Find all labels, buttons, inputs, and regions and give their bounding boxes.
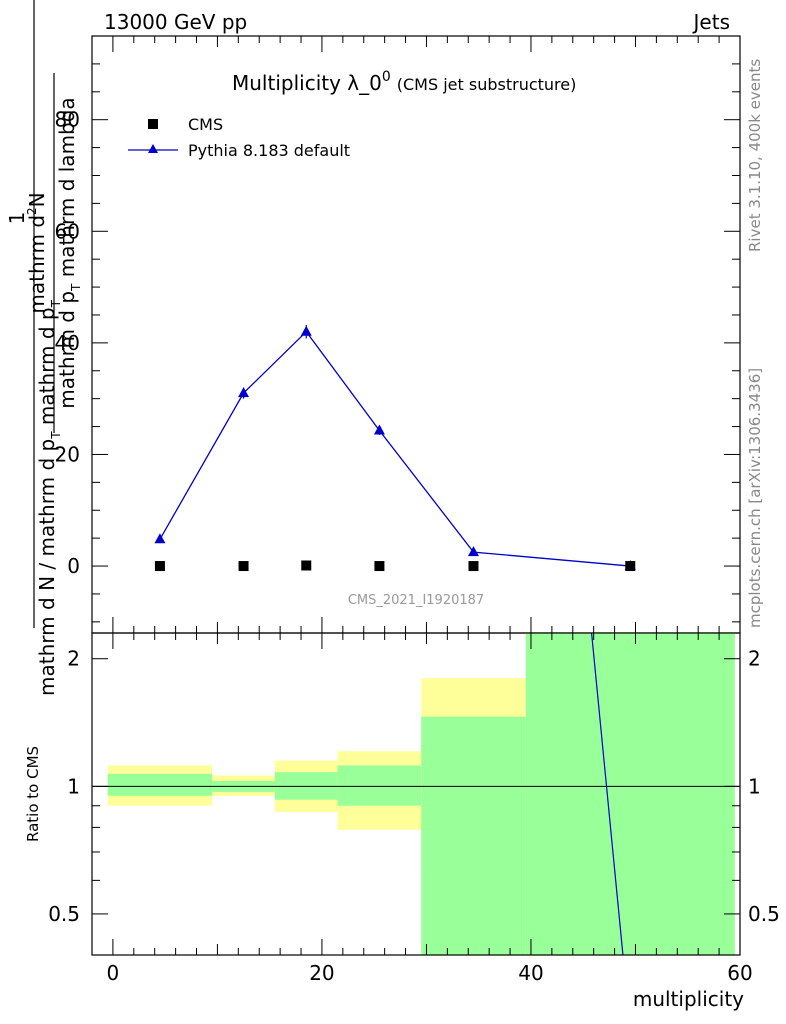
- ratio-y-tick-label-right: 2: [748, 647, 761, 671]
- y-tick-label: 40: [55, 331, 80, 355]
- cms-point: [468, 561, 479, 572]
- ratio-y-tick-label-right: 1: [748, 774, 761, 798]
- ratio-stat-band: [525, 633, 735, 955]
- cms-point: [238, 561, 249, 572]
- title-subtitle: (CMS jet substructure): [397, 75, 577, 94]
- main-y-tick-labels: 0 20 40 60 80: [55, 108, 80, 578]
- header-energy: 13000 GeV pp: [104, 10, 247, 34]
- ratio-ticks: [92, 633, 741, 956]
- title-superscript: 0: [382, 69, 391, 85]
- ratio-y-tick-label-left: 2: [67, 647, 80, 671]
- pythia-point: [154, 533, 166, 544]
- ylabel-numerator: mathrm d2N: [25, 192, 49, 313]
- cms-points: [154, 560, 636, 572]
- ylabel-prefix-denominator: mathrm d N / mathrm d pT mathrm d pT: [35, 299, 63, 696]
- ratio-stat-band: [421, 716, 526, 955]
- cms-point: [374, 561, 385, 572]
- ratio-y-axis-label: Ratio to CMS: [24, 746, 42, 842]
- pythia-points: [154, 325, 636, 571]
- cms-point: [301, 560, 312, 571]
- legend-marker-pythia: [148, 144, 158, 153]
- legend-label-pythia: Pythia 8.183 default: [188, 141, 350, 160]
- pythia-line: [159, 330, 631, 567]
- y-tick-label: 20: [55, 442, 80, 466]
- main-y-axis-label: mathrm d2N mathrm d pT mathrm d lambda 1…: [5, 0, 83, 696]
- y-tick-label: 80: [55, 108, 80, 132]
- x-tick-label: 0: [107, 961, 120, 985]
- cms-point: [154, 561, 165, 572]
- ratio-bands: [107, 633, 735, 955]
- ratio-mc-line: [590, 632, 624, 956]
- mcplots-label: mcplots.cern.ch [arXiv:1306.3436]: [746, 368, 764, 628]
- legend-marker-cms: [148, 119, 158, 129]
- ratio-y-tick-label-left: 0.5: [48, 902, 80, 926]
- pythia-series: [159, 330, 631, 567]
- ylabel-prefix-numerator: 1: [5, 212, 29, 225]
- y-tick-label: 0: [67, 554, 80, 578]
- pythia-point: [238, 387, 250, 398]
- y-tick-label: 60: [55, 219, 80, 243]
- main-ticks: [92, 36, 741, 633]
- pythia-point: [300, 325, 312, 336]
- ratio-stat-band: [337, 765, 422, 806]
- x-tick-labels: 0 20 40 60: [107, 961, 753, 985]
- ratio-stat-band: [107, 773, 213, 796]
- title-main: Multiplicity λ_0: [232, 71, 382, 95]
- legend: CMS Pythia 8.183 default: [128, 115, 350, 160]
- chart-title: Multiplicity λ_00 (CMS jet substructure): [232, 69, 576, 95]
- x-axis-label: multiplicity: [633, 987, 744, 1011]
- ratio-y-tick-labels: 0.5 0.5 1 1 2 2: [48, 647, 780, 926]
- cms-point: [625, 561, 636, 572]
- rivet-label: Rivet 3.1.10, 400k events: [746, 59, 764, 252]
- x-tick-label: 60: [727, 961, 752, 985]
- pythia-point: [373, 424, 385, 435]
- ratio-frame: [91, 632, 741, 956]
- ylabel-denominator: mathrm d pT mathrm d lambda: [55, 97, 83, 408]
- ratio-y-tick-label-left: 1: [67, 774, 80, 798]
- legend-label-cms: CMS: [188, 115, 223, 134]
- pythia-point: [467, 546, 479, 557]
- x-tick-label: 20: [309, 961, 334, 985]
- ratio-y-tick-label-right: 0.5: [748, 902, 780, 926]
- x-tick-label: 40: [518, 961, 543, 985]
- analysis-watermark: CMS_2021_I1920187: [348, 593, 484, 608]
- header-process: Jets: [692, 10, 730, 34]
